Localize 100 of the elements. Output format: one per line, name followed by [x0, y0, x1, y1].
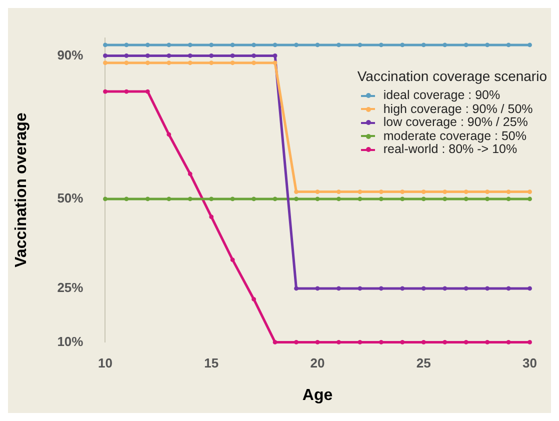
point [421, 340, 426, 344]
point [358, 196, 362, 202]
legend-label: moderate coverage : 50% [383, 128, 526, 143]
point [506, 190, 511, 194]
x-tick-label: 30 [522, 356, 538, 371]
point [166, 132, 172, 137]
point [209, 42, 214, 48]
point [358, 286, 362, 291]
legend-label: real-world : 80% -> 10% [383, 142, 518, 156]
point [485, 196, 490, 202]
point [209, 214, 214, 220]
point [209, 60, 214, 66]
point [145, 196, 150, 202]
y-tick-label: 90% [57, 47, 84, 62]
point [336, 42, 341, 48]
point [378, 196, 384, 202]
point [230, 196, 235, 202]
point [124, 196, 129, 202]
point [485, 340, 490, 344]
point [124, 60, 129, 66]
point [188, 42, 192, 48]
point [464, 286, 468, 291]
point [252, 54, 256, 58]
point [272, 42, 278, 48]
point [528, 340, 532, 344]
legend-label: high coverage : 90% / 50% [383, 102, 533, 116]
point [124, 89, 129, 94]
point [230, 42, 235, 48]
point [145, 54, 150, 58]
point [145, 89, 150, 94]
point [230, 60, 235, 66]
point [358, 340, 362, 344]
y-tick-label: 25% [57, 280, 84, 296]
x-tick-label: 20 [310, 356, 325, 371]
point [506, 340, 511, 344]
point [294, 42, 298, 48]
point [294, 196, 298, 202]
point [315, 190, 320, 194]
x-tick-label: 25 [416, 356, 431, 371]
point [485, 286, 490, 291]
point [442, 286, 448, 291]
point [315, 286, 320, 291]
y-axis-title: Vaccination overage [13, 112, 30, 268]
point [485, 42, 490, 48]
point [209, 196, 214, 202]
point [400, 42, 405, 48]
point [378, 42, 384, 48]
point [272, 196, 278, 202]
point [528, 286, 532, 291]
point [166, 196, 172, 202]
point [166, 42, 172, 48]
point [421, 196, 426, 202]
point [188, 60, 192, 66]
x-tick-label: 15 [204, 356, 219, 371]
point [506, 42, 511, 48]
point [103, 42, 108, 48]
legend-label: low coverage : 90% / 25% [383, 115, 528, 130]
point [188, 196, 192, 202]
point [315, 340, 320, 344]
point [400, 286, 405, 291]
point [315, 196, 320, 202]
x-tick-label: 10 [98, 356, 112, 371]
point [252, 196, 256, 202]
point [442, 190, 448, 194]
x-axis-title: Age [302, 386, 333, 404]
point [336, 286, 341, 291]
point [103, 54, 108, 58]
point [336, 196, 341, 202]
point [378, 340, 384, 344]
point [188, 172, 192, 176]
point [166, 54, 172, 58]
point [209, 54, 214, 58]
point [528, 42, 532, 48]
point [230, 258, 235, 262]
point [315, 42, 320, 48]
point [528, 190, 532, 194]
point [442, 340, 448, 344]
point [378, 286, 384, 291]
point [400, 340, 405, 344]
point [506, 286, 511, 291]
point [230, 54, 235, 58]
point [464, 196, 468, 202]
y-tick-label: 10% [57, 334, 84, 349]
point [145, 42, 150, 48]
point [358, 42, 362, 48]
point [252, 297, 256, 302]
point [124, 42, 129, 48]
point [400, 196, 405, 202]
point [252, 42, 256, 48]
point [464, 42, 468, 48]
point [294, 340, 298, 344]
point [358, 190, 362, 194]
legend-label: ideal coverage : 90% [383, 88, 500, 102]
point [272, 54, 278, 58]
point [464, 190, 468, 194]
y-tick-label: 50% [57, 190, 84, 206]
point [442, 196, 448, 202]
point [252, 60, 256, 66]
point [506, 196, 511, 202]
point [336, 340, 341, 344]
